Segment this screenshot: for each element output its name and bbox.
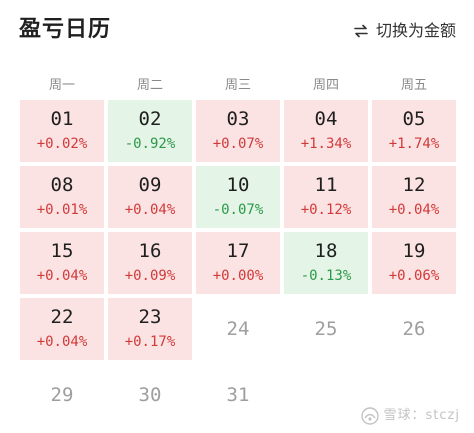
day-number: 18 [314,240,338,262]
day-return-percent: +0.06% [388,268,440,284]
calendar-day-cell: 26 [372,298,456,360]
day-number: 11 [314,174,338,196]
day-number: 15 [50,240,74,262]
weekday-tue: 周二 [136,78,163,93]
day-number: 25 [314,318,338,340]
page-title: 盈亏日历 [19,17,112,42]
day-number: 05 [402,108,426,130]
day-number: 02 [138,108,162,130]
day-return-percent: +0.07% [212,136,264,152]
watermark-text: 雪球：stczj [383,408,460,423]
day-number: 12 [402,174,426,196]
day-return-percent: +0.02% [36,136,88,152]
calendar-day-cell[interactable]: 15 +0.04% [20,232,104,294]
day-number: 29 [50,384,74,406]
weekday-fri: 周五 [400,78,427,93]
calendar-day-cell[interactable]: 04 +1.34% [284,100,368,162]
day-return-percent: -0.07% [212,202,264,218]
weekday-mon: 周一 [48,78,75,93]
calendar-day-cell[interactable]: 16 +0.09% [108,232,192,294]
calendar-day-cell: 24 [196,298,280,360]
calendar-day-cell: 30 [108,364,192,426]
calendar-day-cell[interactable]: 18 -0.13% [284,232,368,294]
calendar-day-cell[interactable]: 05 +1.74% [372,100,456,162]
snowball-logo-icon [360,407,379,425]
day-return-percent: +0.09% [124,268,176,284]
calendar-day-cell[interactable]: 02 -0.92% [108,100,192,162]
calendar-day-cell: 25 [284,298,368,360]
weekday-wed: 周三 [224,78,251,93]
switch-to-amount-button[interactable]: 切换为金额 [352,18,456,44]
calendar-day-cell[interactable]: 19 +0.06% [372,232,456,294]
day-number: 24 [226,318,250,340]
calendar-day-cell[interactable]: 09 +0.04% [108,166,192,228]
day-number: 08 [50,174,74,196]
day-return-percent: -0.13% [300,268,352,284]
day-number: 17 [226,240,250,262]
day-return-percent: +0.04% [36,334,88,350]
calendar-day-cell[interactable]: 11 +0.12% [284,166,368,228]
watermark: 雪球：stczj [360,404,460,428]
day-return-percent: +0.04% [36,268,88,284]
day-number: 16 [138,240,162,262]
weekday-header-row: 周一 周二 周三 周四 周五 [20,76,456,96]
day-number: 01 [50,108,74,130]
day-number: 10 [226,174,250,196]
calendar-day-cell[interactable]: 17 +0.00% [196,232,280,294]
day-return-percent: +1.74% [388,136,440,152]
calendar-day-cell[interactable]: 22 +0.04% [20,298,104,360]
calendar-day-cell[interactable]: 23 +0.17% [108,298,192,360]
day-return-percent: +0.04% [124,202,176,218]
day-return-percent: +0.12% [300,202,352,218]
swap-icon [354,24,368,38]
calendar-day-cell[interactable]: 08 +0.01% [20,166,104,228]
calendar-day-cell[interactable]: 01 +0.02% [20,100,104,162]
calendar-day-cell[interactable]: 10 -0.07% [196,166,280,228]
day-number: 03 [226,108,250,130]
day-return-percent: +0.00% [212,268,264,284]
day-return-percent: +1.34% [300,136,352,152]
calendar-day-cell: 29 [20,364,104,426]
header: 盈亏日历 切换为金额 [0,0,474,64]
calendar-day-cell[interactable]: 12 +0.04% [372,166,456,228]
day-return-percent: +0.04% [388,202,440,218]
calendar-day-cell[interactable]: 03 +0.07% [196,100,280,162]
switch-label: 切换为金额 [375,21,456,40]
day-return-percent: +0.17% [124,334,176,350]
day-number: 09 [138,174,162,196]
day-number: 31 [226,384,250,406]
day-return-percent: +0.01% [36,202,88,218]
day-number: 23 [138,306,162,328]
day-number: 19 [402,240,426,262]
day-number: 22 [50,306,74,328]
day-number: 30 [138,384,162,406]
day-return-percent: -0.92% [124,136,176,152]
calendar-day-cell: 31 [196,364,280,426]
day-number: 04 [314,108,338,130]
weekday-thu: 周四 [312,78,339,93]
day-number: 26 [402,318,426,340]
